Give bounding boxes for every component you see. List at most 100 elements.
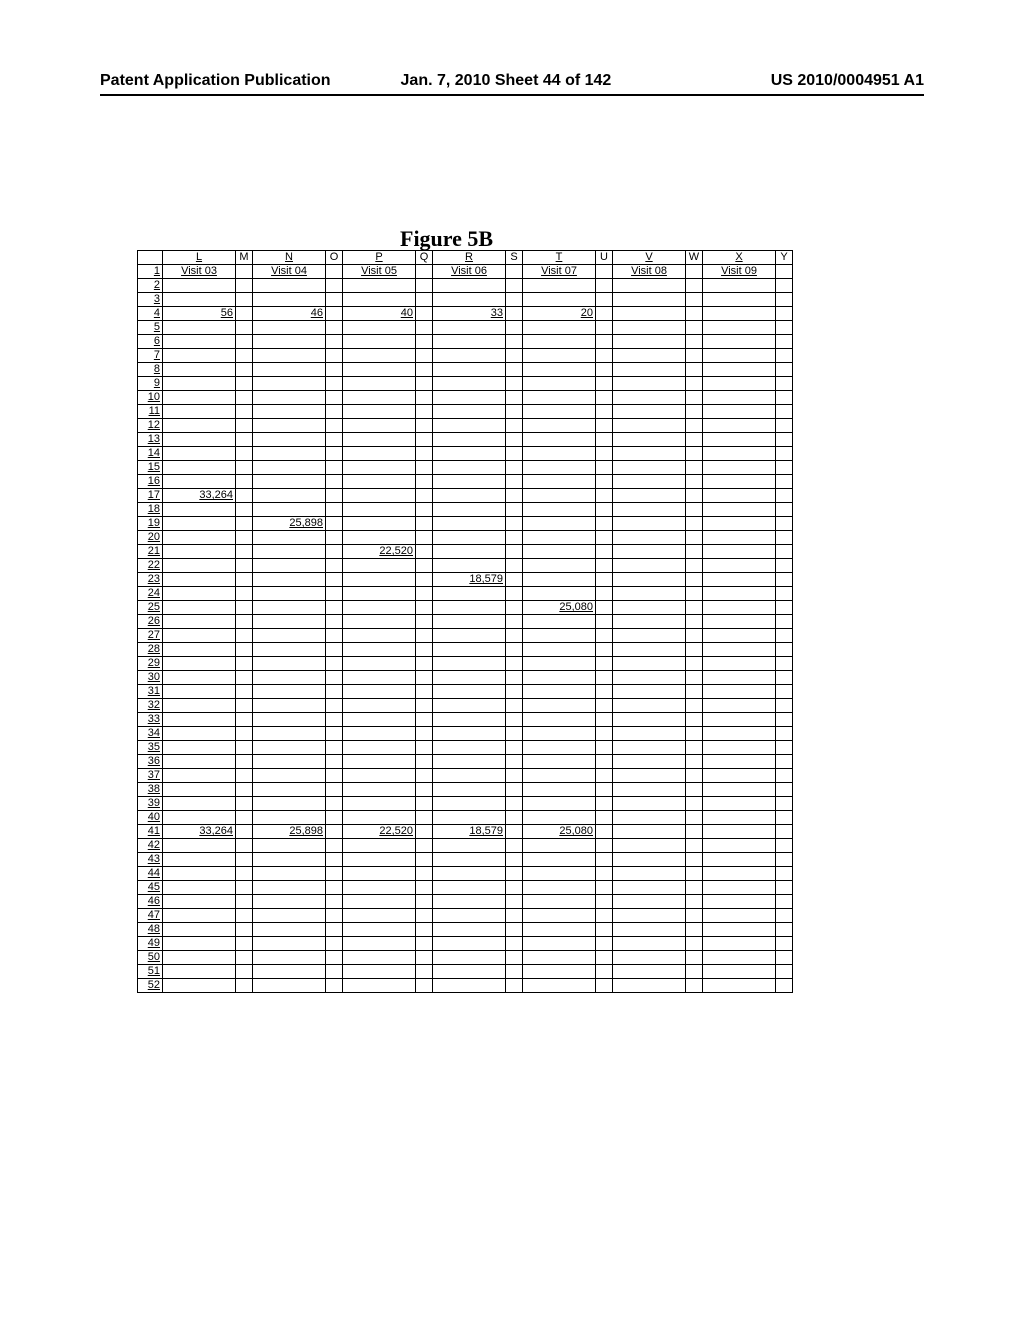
cell xyxy=(253,629,326,643)
cell xyxy=(506,265,523,279)
cell xyxy=(326,685,343,699)
cell: 33,264 xyxy=(163,825,236,839)
cell xyxy=(416,839,433,853)
col-letter-U: U xyxy=(596,251,613,265)
cell xyxy=(416,321,433,335)
cell xyxy=(343,713,416,727)
cell xyxy=(326,825,343,839)
row-header: 2 xyxy=(138,279,163,293)
row-header: 34 xyxy=(138,727,163,741)
cell xyxy=(613,391,686,405)
cell xyxy=(433,433,506,447)
cell: 22,520 xyxy=(343,825,416,839)
cell xyxy=(326,601,343,615)
cell xyxy=(326,461,343,475)
cell xyxy=(433,349,506,363)
cell xyxy=(326,769,343,783)
cell xyxy=(686,951,703,965)
cell xyxy=(326,517,343,531)
cell xyxy=(506,349,523,363)
cell xyxy=(613,545,686,559)
cell xyxy=(253,503,326,517)
spreadsheet: LMNOPQRSTUVWXY1Visit 03Visit 04Visit 05V… xyxy=(137,250,793,993)
row-header: 52 xyxy=(138,979,163,993)
cell xyxy=(776,377,793,391)
cell xyxy=(596,587,613,601)
cell xyxy=(596,377,613,391)
cell xyxy=(236,559,253,573)
cell xyxy=(776,867,793,881)
cell xyxy=(343,755,416,769)
cell xyxy=(613,839,686,853)
cell xyxy=(506,741,523,755)
cell xyxy=(506,643,523,657)
cell xyxy=(506,335,523,349)
cell xyxy=(416,419,433,433)
cell xyxy=(236,489,253,503)
cell xyxy=(253,475,326,489)
cell xyxy=(163,573,236,587)
cell: 33 xyxy=(433,307,506,321)
cell xyxy=(506,433,523,447)
cell xyxy=(163,391,236,405)
cell xyxy=(523,279,596,293)
cell xyxy=(416,489,433,503)
cell xyxy=(163,461,236,475)
cell xyxy=(686,265,703,279)
cell xyxy=(776,363,793,377)
cell xyxy=(523,629,596,643)
cell xyxy=(506,727,523,741)
cell xyxy=(596,433,613,447)
cell xyxy=(776,755,793,769)
col-letter-O: O xyxy=(326,251,343,265)
cell xyxy=(596,699,613,713)
cell xyxy=(253,279,326,293)
cell xyxy=(506,671,523,685)
cell xyxy=(776,489,793,503)
cell xyxy=(506,825,523,839)
cell xyxy=(416,335,433,349)
cell xyxy=(703,853,776,867)
cell xyxy=(236,293,253,307)
cell xyxy=(326,377,343,391)
cell: 20 xyxy=(523,307,596,321)
cell xyxy=(433,321,506,335)
cell xyxy=(326,783,343,797)
cell xyxy=(163,293,236,307)
cell xyxy=(343,447,416,461)
cell xyxy=(686,363,703,377)
cell xyxy=(326,545,343,559)
cell xyxy=(416,727,433,741)
cell xyxy=(163,881,236,895)
cell xyxy=(613,447,686,461)
cell xyxy=(776,811,793,825)
cell xyxy=(613,503,686,517)
cell xyxy=(326,699,343,713)
cell xyxy=(343,279,416,293)
cell xyxy=(596,405,613,419)
cell xyxy=(613,475,686,489)
cell xyxy=(326,629,343,643)
row-header: 39 xyxy=(138,797,163,811)
cell xyxy=(596,601,613,615)
cell xyxy=(416,433,433,447)
cell xyxy=(343,895,416,909)
cell xyxy=(596,657,613,671)
cell xyxy=(253,419,326,433)
cell xyxy=(613,853,686,867)
cell xyxy=(596,867,613,881)
cell xyxy=(596,671,613,685)
cell xyxy=(326,643,343,657)
cell xyxy=(686,713,703,727)
cell xyxy=(686,853,703,867)
cell xyxy=(523,909,596,923)
cell xyxy=(703,335,776,349)
cell xyxy=(343,363,416,377)
cell xyxy=(253,671,326,685)
cell xyxy=(253,377,326,391)
cell xyxy=(433,447,506,461)
cell xyxy=(776,783,793,797)
cell xyxy=(253,545,326,559)
cell xyxy=(703,867,776,881)
cell xyxy=(343,405,416,419)
